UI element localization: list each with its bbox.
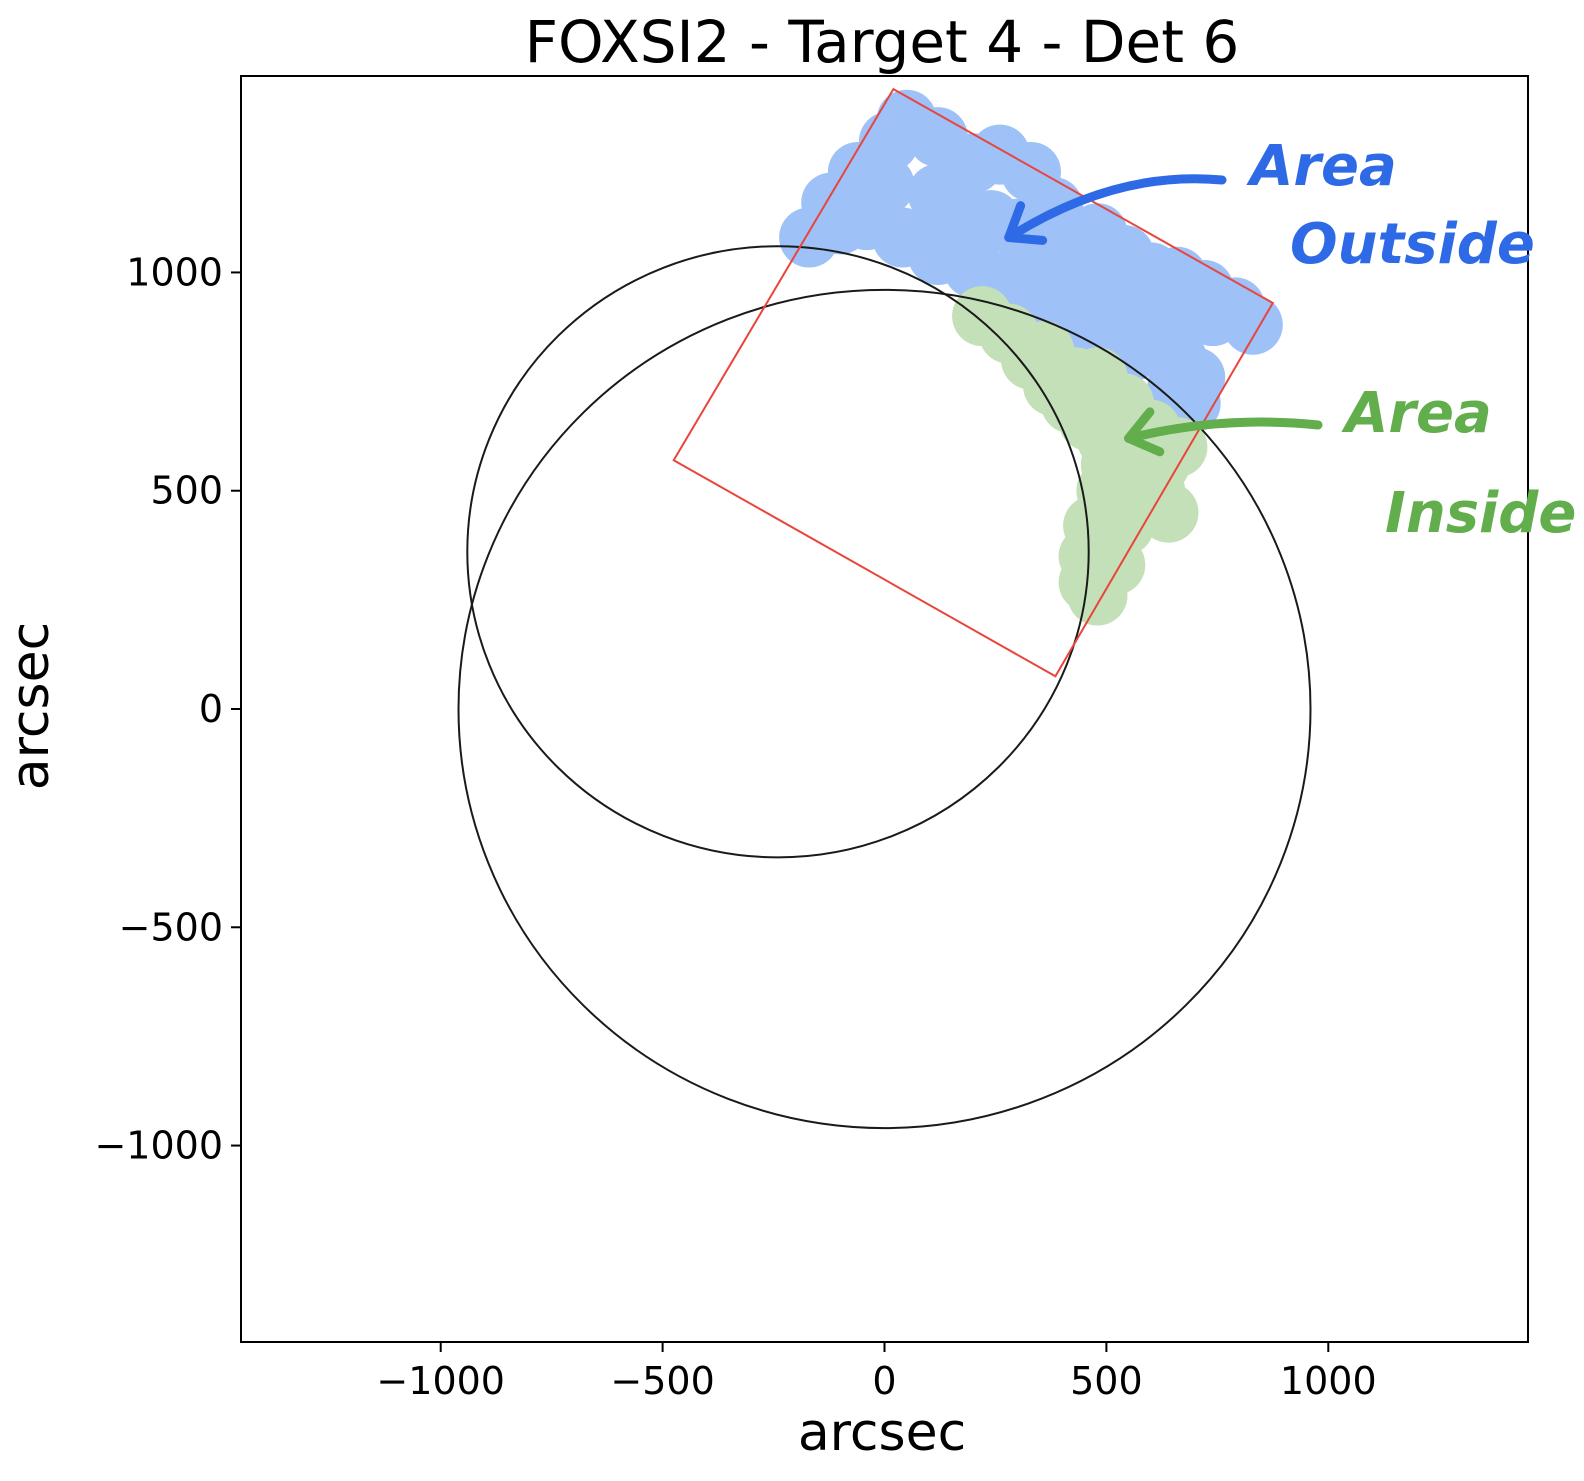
annotation-1: Area Outside [1004, 134, 1535, 277]
scatter-point [996, 255, 1057, 316]
y-tick-label: 1000 [126, 250, 223, 294]
scatter-point [1080, 434, 1141, 495]
marks-layer [779, 89, 1283, 626]
annotation-text: Area [1246, 134, 1397, 199]
scatter-point [854, 155, 915, 216]
x-tick-label: 1000 [1280, 1359, 1377, 1403]
annotation-text: Area [1341, 381, 1492, 446]
annotation-arrow-head [1124, 407, 1165, 457]
annotation-arrow [1004, 174, 1227, 243]
x-tick-label: 500 [1070, 1359, 1143, 1403]
y-axis: −1000 −500 0 500 1000 [94, 250, 241, 1168]
y-axis-label: arcsec [1, 622, 61, 790]
y-tick-label: −1000 [94, 1124, 223, 1168]
annotation-text: Inside [1385, 481, 1576, 546]
x-tick-label: −500 [610, 1359, 714, 1403]
scatter-series-2 [952, 286, 1208, 626]
chart-title: FOXSI2 - Target 4 - Det 6 [525, 8, 1240, 76]
annotation-arrow-head [1004, 201, 1048, 245]
circle-1 [466, 245, 1090, 859]
scatter-point [1147, 356, 1208, 416]
y-tick-label: −500 [119, 905, 223, 949]
x-tick-label: 0 [872, 1359, 896, 1403]
annotations-layer: Area Outside Area Inside [1004, 134, 1576, 546]
y-tick-label: 0 [199, 687, 223, 731]
x-tick-label: −1000 [376, 1359, 505, 1403]
annotation-text: Outside [1290, 212, 1535, 277]
shapes-layer [457, 87, 1312, 1130]
x-axis-label: arcsec [798, 1403, 966, 1463]
scatter-point [810, 194, 871, 255]
scatter-point [1094, 264, 1155, 325]
plot-area [240, 75, 1529, 1343]
scatter-point [1182, 286, 1243, 347]
detector-box [672, 87, 1275, 678]
annotation-arrow [1124, 417, 1323, 443]
circle-2 [457, 288, 1312, 1130]
y-tick-label: 500 [150, 469, 223, 513]
x-axis: −1000 −500 0 500 1000 [376, 1342, 1377, 1403]
scatter-point [925, 181, 986, 242]
annotation-2: Area Inside [1124, 381, 1576, 546]
scatter-point [1014, 321, 1075, 381]
